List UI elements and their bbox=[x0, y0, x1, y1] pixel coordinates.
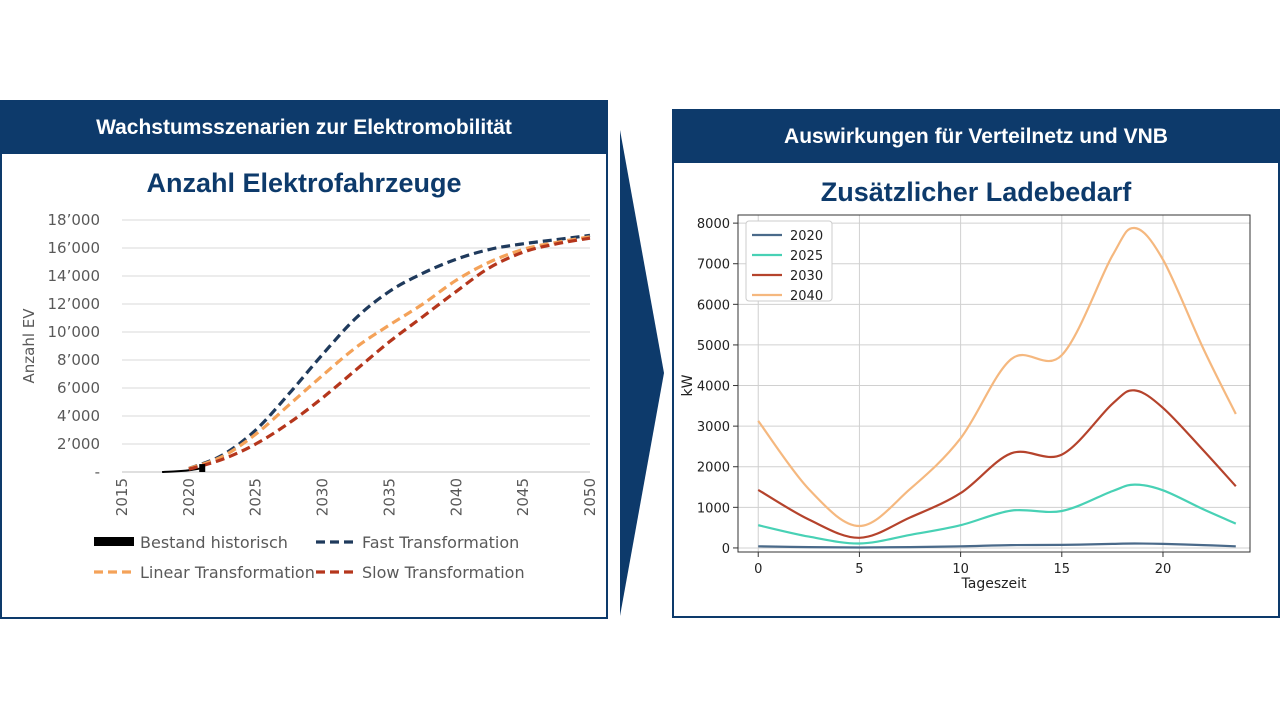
legend-label: 2025 bbox=[790, 249, 823, 264]
series-line-2040 bbox=[757, 226, 1237, 528]
y-tick-label: 1000 bbox=[697, 501, 730, 516]
historic-bar-marker bbox=[199, 464, 206, 472]
series-line-2030 bbox=[757, 389, 1237, 539]
y-tick-label: 7000 bbox=[697, 258, 730, 273]
ev-growth-chart: - 2’000 4’000 6’000 8’000 10’000 12’000 14’000 1… bbox=[20, 211, 599, 582]
y-tick-label: 14’000 bbox=[48, 267, 101, 285]
x-tick-label: 2035 bbox=[380, 478, 398, 516]
series-line-bestand-historisch bbox=[162, 467, 203, 473]
x-tick-label: 2030 bbox=[314, 478, 332, 516]
x-tick-label: 2050 bbox=[581, 478, 599, 516]
ev-growth-header: Wachstumsszenarien zur Elektromobilität bbox=[2, 102, 606, 154]
y-tick-label: 4’000 bbox=[57, 407, 100, 425]
x-tick-label: 2045 bbox=[514, 478, 532, 516]
y-tick-label: 16’000 bbox=[48, 239, 101, 257]
y-tick-label: 2’000 bbox=[57, 435, 100, 453]
x-tick-label: 2015 bbox=[113, 478, 131, 516]
y-tick-label: 6’000 bbox=[57, 379, 100, 397]
legend-label: 2030 bbox=[790, 269, 823, 284]
plot-frame bbox=[737, 214, 1251, 553]
y-tick-label: 8’000 bbox=[57, 351, 100, 369]
legend-label: Bestand historisch bbox=[140, 533, 288, 552]
charging-demand-panel: Auswirkungen für Verteilnetz und VNB Zus… bbox=[672, 109, 1280, 618]
y-tick-label: 3000 bbox=[697, 420, 730, 435]
x-tick-label: 2020 bbox=[180, 478, 198, 516]
series-line-linear-transformation bbox=[188, 235, 591, 471]
legend-label: Fast Transformation bbox=[362, 533, 519, 552]
charging-demand-header: Auswirkungen für Verteilnetz und VNB bbox=[674, 111, 1278, 163]
charging-chart-title: Zusätzlicher Ladebedarf bbox=[820, 177, 1132, 207]
y-tick-label: 2000 bbox=[697, 461, 730, 476]
y-tick-label: 5000 bbox=[697, 339, 730, 354]
series-line-fast-transformation bbox=[188, 233, 591, 470]
y-tick-label: 10’000 bbox=[48, 323, 101, 341]
ev-growth-panel: Wachstumsszenarien zur Elektromobilität … bbox=[0, 100, 608, 619]
x-axis-label: Tageszeit bbox=[961, 576, 1027, 592]
x-tick-label: 10 bbox=[952, 562, 969, 577]
legend-label: Linear Transformation bbox=[140, 563, 315, 582]
y-tick-label: 4000 bbox=[697, 380, 730, 395]
y-tick-label: 0 bbox=[722, 542, 730, 557]
legend-label: 2020 bbox=[790, 229, 823, 244]
y-tick-label: - bbox=[95, 463, 100, 481]
y-tick-label: 6000 bbox=[697, 298, 730, 313]
x-tick-label: 2040 bbox=[447, 478, 465, 516]
series-line-slow-transformation bbox=[188, 236, 591, 471]
x-tick-label: 0 bbox=[754, 562, 762, 577]
y-axis-label: Anzahl EV bbox=[20, 308, 38, 384]
x-tick-label: 5 bbox=[855, 562, 863, 577]
chevron-right-icon bbox=[620, 130, 664, 616]
ev-chart-title: Anzahl Elektrofahrzeuge bbox=[146, 168, 462, 198]
x-tick-label: 15 bbox=[1054, 562, 1071, 577]
legend-box bbox=[745, 220, 833, 302]
series-line-2020 bbox=[758, 542, 1236, 549]
legend-label: 2040 bbox=[790, 289, 823, 304]
legend-label: Slow Transformation bbox=[362, 563, 525, 582]
charging-demand-chart: 0 5 10 15 20 0 1000 2000 3000 4000 5000 6000 7000 800… bbox=[680, 214, 1251, 592]
y-tick-label: 18’000 bbox=[48, 211, 101, 229]
y-tick-label: 12’000 bbox=[48, 295, 101, 313]
x-tick-label: 2025 bbox=[247, 478, 265, 516]
series-line-2025 bbox=[757, 483, 1237, 545]
y-tick-label: 8000 bbox=[697, 217, 730, 232]
x-tick-label: 20 bbox=[1155, 562, 1172, 577]
y-axis-label: kW bbox=[680, 374, 696, 396]
legend-swatch bbox=[94, 537, 134, 546]
